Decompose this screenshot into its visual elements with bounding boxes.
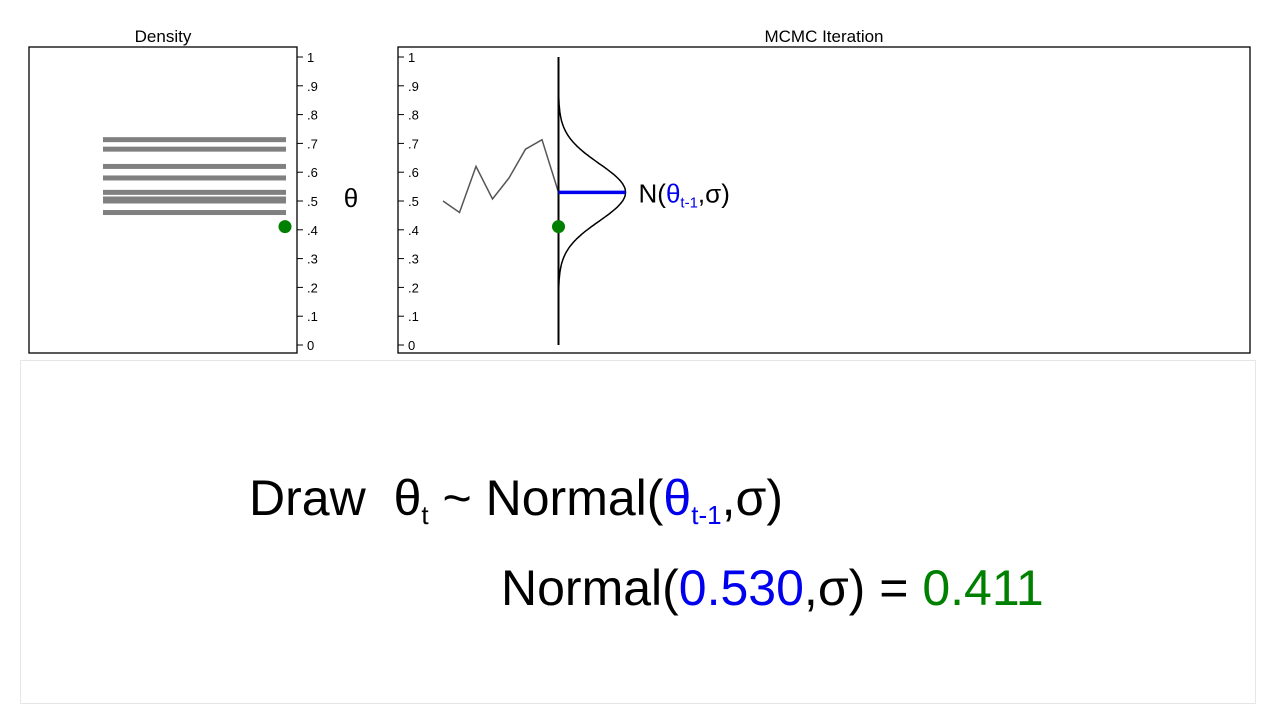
previous-value: 0.530 <box>678 560 804 616</box>
trace-tick-label: .7 <box>408 136 419 151</box>
density-bar <box>103 137 286 143</box>
evaluated-formula: Normal(0.530,σ) = 0.411 <box>501 563 1044 613</box>
trace-title: MCMC Iteration <box>764 27 883 46</box>
theta-previous: θ <box>663 470 692 526</box>
draw-formula: Draw θt ~ Normal(θt-1,σ) <box>249 473 783 528</box>
proposal-label-prefix: N( <box>639 178 667 208</box>
trace-y-axis: 0 .1 .2 .3 .4 .5 .6 .7 .8 .9 1 <box>398 50 419 353</box>
density-title: Density <box>135 27 192 46</box>
density-tick-label: .5 <box>307 194 318 209</box>
density-tick-label: .1 <box>307 309 318 324</box>
proposal-label-theta: θ <box>666 178 680 208</box>
trace-tick-label: .9 <box>408 79 419 94</box>
density-y-axis: 0 .1 .2 .3 .4 .5 .6 .7 .8 .9 1 <box>297 50 318 353</box>
density-tick-label: .2 <box>307 280 318 295</box>
trace-current-draw-point <box>552 220 565 234</box>
proposal-density-curve <box>557 57 627 345</box>
theta-current: θ <box>393 470 422 526</box>
trace-tick-label: .3 <box>408 252 419 267</box>
trace-tick-label: 0 <box>408 338 415 353</box>
density-tick-label: .6 <box>307 165 318 180</box>
density-tick-label: .3 <box>307 252 318 267</box>
density-bar <box>103 175 286 181</box>
trace-tick-label: .4 <box>408 223 419 238</box>
theta-previous-sub: t-1 <box>691 500 722 531</box>
density-tick-label: .4 <box>307 223 318 238</box>
tilde-normal: ~ Normal( <box>428 470 664 526</box>
draw-word: Draw <box>249 470 366 526</box>
density-frame <box>28 46 298 354</box>
trace-panel: MCMC Iteration 0 .1 .2 .3 .4 .5 .6 .7 .8 .9 1 N(θt… <box>397 27 1251 354</box>
density-current-draw-point <box>278 220 292 234</box>
density-tick-label: .9 <box>307 79 318 94</box>
density-bar <box>103 163 286 169</box>
density-tick-label: .8 <box>307 108 318 123</box>
density-bar <box>103 146 286 152</box>
density-bar <box>103 189 286 195</box>
theta-axis-label: θ <box>344 183 358 213</box>
density-panel: Density 0 .1 .2 .3 .4 .5 .6 .7 .8 .9 1 <box>28 27 318 354</box>
density-bars <box>103 137 286 216</box>
proposal-label-suffix: ,σ) <box>698 178 730 208</box>
sigma-equals: ,σ) = <box>803 560 923 616</box>
trace-line <box>442 138 560 214</box>
density-tick-label: 1 <box>307 50 314 65</box>
trace-frame <box>397 46 1251 354</box>
trace-tick-label: .1 <box>408 309 419 324</box>
density-tick-label: 0 <box>307 338 314 353</box>
new-value: 0.411 <box>922 560 1044 616</box>
density-bar <box>103 210 286 216</box>
formula-panel <box>20 360 1256 704</box>
trace-tick-label: .8 <box>408 108 419 123</box>
sigma-close: ,σ) <box>721 470 783 526</box>
proposal-label: N(θt-1,σ) <box>639 178 730 211</box>
trace-tick-label: .6 <box>408 165 419 180</box>
trace-tick-label: .2 <box>408 280 419 295</box>
proposal-label-sub: t-1 <box>680 194 698 211</box>
density-bar <box>103 196 286 202</box>
trace-tick-label: .5 <box>408 194 419 209</box>
normal-open: Normal( <box>501 560 679 616</box>
trace-tick-label: 1 <box>408 50 415 65</box>
density-tick-label: .7 <box>307 136 318 151</box>
theta-current-sub: t <box>421 500 429 531</box>
